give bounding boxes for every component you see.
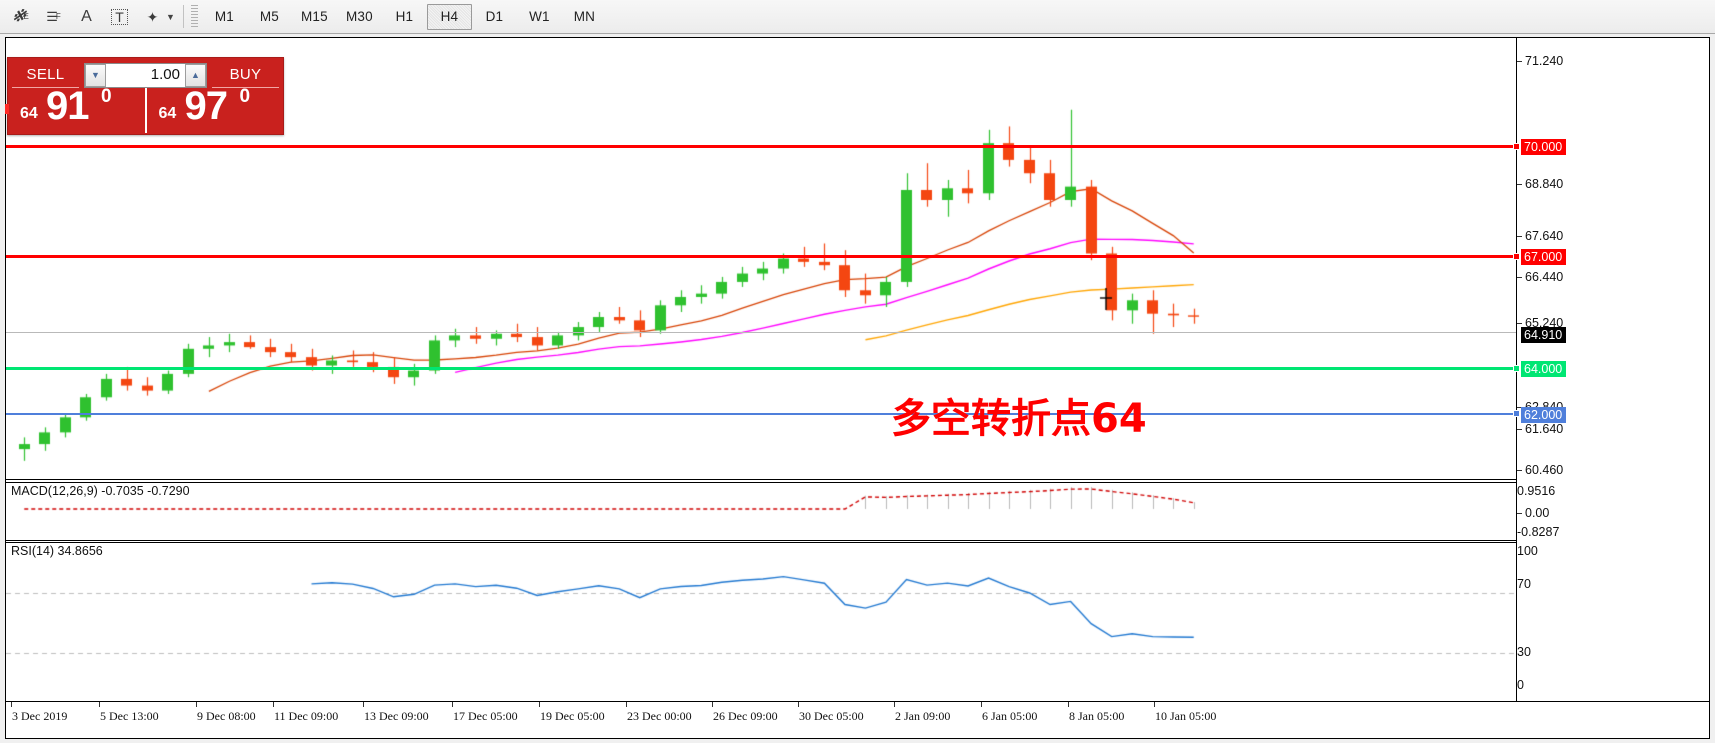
rsi-scale-100: 100 bbox=[1517, 544, 1538, 558]
timeframe-d1[interactable]: D1 bbox=[485, 9, 504, 24]
price-tick-60460: 60.460 bbox=[1517, 463, 1563, 477]
chevron-down-icon[interactable]: ▼ bbox=[166, 11, 175, 22]
elliott-wave-icon[interactable]: ※ E bbox=[10, 7, 29, 25]
time-tick: 9 Dec 08:00 bbox=[197, 709, 256, 723]
macd-scale-zero: 0.00 bbox=[1517, 506, 1549, 520]
macd-scale-bottom: -0.8287 bbox=[1517, 525, 1560, 539]
price-label-70[interactable]: 70.000 bbox=[1521, 139, 1567, 155]
macd-label: MACD(12,26,9) -0.7035 -0.7290 bbox=[11, 484, 190, 498]
buy-price-sup: 0 bbox=[239, 86, 251, 107]
bid-tick-marker bbox=[5, 104, 9, 114]
chart-annotation-text: 多空转折点64 bbox=[891, 396, 1147, 442]
price-tick-66440: 66.440 bbox=[1517, 270, 1563, 284]
time-tick: 26 Dec 09:00 bbox=[713, 709, 778, 723]
timeframe-mn[interactable]: MN bbox=[573, 9, 596, 24]
time-tick: 2 Jan 09:00 bbox=[895, 709, 951, 723]
time-tick: 23 Dec 00:00 bbox=[627, 709, 692, 723]
price-tick-label: 61.640 bbox=[1525, 422, 1564, 436]
time-tick: 11 Dec 09:00 bbox=[274, 709, 339, 723]
time-axis[interactable]: 3 Dec 2019 5 Dec 13:00 9 Dec 08:00 11 De… bbox=[6, 701, 1709, 738]
buy-price-main: 97 bbox=[184, 84, 228, 128]
rsi-canvas[interactable] bbox=[6, 543, 1516, 702]
price-tick-61640: 61.640 bbox=[1517, 422, 1563, 436]
time-tick: 6 Jan 05:00 bbox=[982, 709, 1038, 723]
buy-button[interactable]: BUY bbox=[212, 62, 279, 88]
buy-price-small: 64 bbox=[158, 105, 177, 122]
one-click-trade-panel[interactable]: SELL ▼ 1.00 ▲ BUY 64 91 0 64 97 0 bbox=[5, 57, 284, 135]
macd-canvas[interactable] bbox=[6, 483, 1516, 540]
price-label-64[interactable]: 64.000 bbox=[1521, 361, 1567, 377]
timeframe-h1[interactable]: H1 bbox=[395, 9, 414, 24]
time-tick: 3 Dec 2019 bbox=[12, 709, 68, 723]
price-tick-67640: 67.640 bbox=[1517, 229, 1563, 243]
time-tick: 13 Dec 09:00 bbox=[364, 709, 429, 723]
timeframe-m5[interactable]: M5 bbox=[259, 9, 279, 24]
rsi-label: RSI(14) 34.8656 bbox=[11, 544, 103, 558]
sell-button[interactable]: SELL bbox=[12, 62, 79, 88]
volume-stepper[interactable]: ▼ 1.00 ▲ bbox=[84, 62, 207, 88]
price-tick-label: 67.640 bbox=[1525, 229, 1564, 243]
price-tick-label: 65.240 bbox=[1525, 316, 1564, 330]
price-label-67[interactable]: 67.000 bbox=[1521, 249, 1567, 265]
timeframe-m30[interactable]: M30 bbox=[345, 9, 373, 24]
volume-increment-icon[interactable]: ▲ bbox=[185, 63, 206, 87]
price-tick-label: 68.840 bbox=[1525, 177, 1564, 191]
rsi-scale-30: 30 bbox=[1517, 645, 1531, 659]
level-line-67[interactable] bbox=[6, 253, 1520, 260]
buy-price[interactable]: 64 97 0 bbox=[147, 84, 284, 133]
timeframe-m1[interactable]: M1 bbox=[214, 9, 234, 24]
rsi-pane[interactable] bbox=[6, 542, 1516, 702]
time-tick: 8 Jan 05:00 bbox=[1069, 709, 1125, 723]
price-tick-label: 60.460 bbox=[1525, 463, 1564, 477]
text-box-icon[interactable]: T bbox=[103, 2, 136, 31]
time-tick: 5 Dec 13:00 bbox=[100, 709, 159, 723]
volume-decrement-icon[interactable]: ▼ bbox=[85, 63, 106, 87]
price-tick-label: 66.440 bbox=[1525, 270, 1564, 284]
rsi-scale-70: 70 bbox=[1517, 577, 1531, 591]
sell-price-main: 91 bbox=[46, 84, 89, 128]
price-tick-68840: 68.840 bbox=[1517, 177, 1563, 191]
price-tick-65240: 65.240 bbox=[1517, 316, 1563, 330]
timeframe-w1[interactable]: W1 bbox=[529, 9, 550, 24]
price-tick-label: 71.240 bbox=[1525, 54, 1564, 68]
sell-price-small: 64 bbox=[20, 105, 38, 122]
price-tick-71240: 71.240 bbox=[1517, 54, 1563, 68]
toolbar-grip[interactable] bbox=[190, 4, 198, 29]
rsi-scale-0: 0 bbox=[1517, 678, 1524, 692]
volume-input[interactable]: 1.00 bbox=[150, 65, 180, 83]
price-label-62[interactable]: 62.000 bbox=[1521, 407, 1567, 423]
sell-price-sup: 0 bbox=[101, 86, 112, 107]
price-axis[interactable]: 71.240 68.840 67.640 66.440 65.240 62.84… bbox=[1516, 38, 1709, 701]
macd-pane[interactable] bbox=[6, 482, 1516, 540]
timeframe-m15[interactable]: M15 bbox=[300, 9, 328, 24]
fibonacci-icon[interactable]: ☰ F bbox=[46, 9, 61, 24]
time-tick: 19 Dec 05:00 bbox=[540, 709, 605, 723]
macd-scale-top: 0.9516 bbox=[1517, 484, 1556, 498]
time-tick: 10 Jan 05:00 bbox=[1155, 709, 1217, 723]
sell-price[interactable]: 64 91 0 bbox=[8, 84, 145, 133]
shapes-objects-icon[interactable]: ✦ bbox=[146, 8, 159, 25]
trade-panel-divider bbox=[144, 88, 147, 133]
level-line-62[interactable] bbox=[6, 410, 1520, 417]
toolbar-divider bbox=[182, 5, 184, 28]
time-tick: 17 Dec 05:00 bbox=[453, 709, 518, 723]
time-tick: 30 Dec 05:00 bbox=[799, 709, 864, 723]
text-label-icon[interactable]: A bbox=[81, 7, 92, 25]
chart-window: ▲UKOil-,H4 64.910 64.920 64.910 64.910 多… bbox=[5, 37, 1710, 739]
toolbar: ※ E ☰ F A T ✦ ▼ M1 M5 M15 M30 H1 H4 D1 bbox=[0, 0, 1715, 34]
current-price-line bbox=[6, 332, 1516, 333]
current-price-label: 64.910 bbox=[1521, 327, 1567, 343]
level-line-64[interactable] bbox=[6, 365, 1520, 372]
level-line-70[interactable] bbox=[6, 143, 1520, 150]
timeframe-h4[interactable]: H4 bbox=[426, 3, 472, 30]
